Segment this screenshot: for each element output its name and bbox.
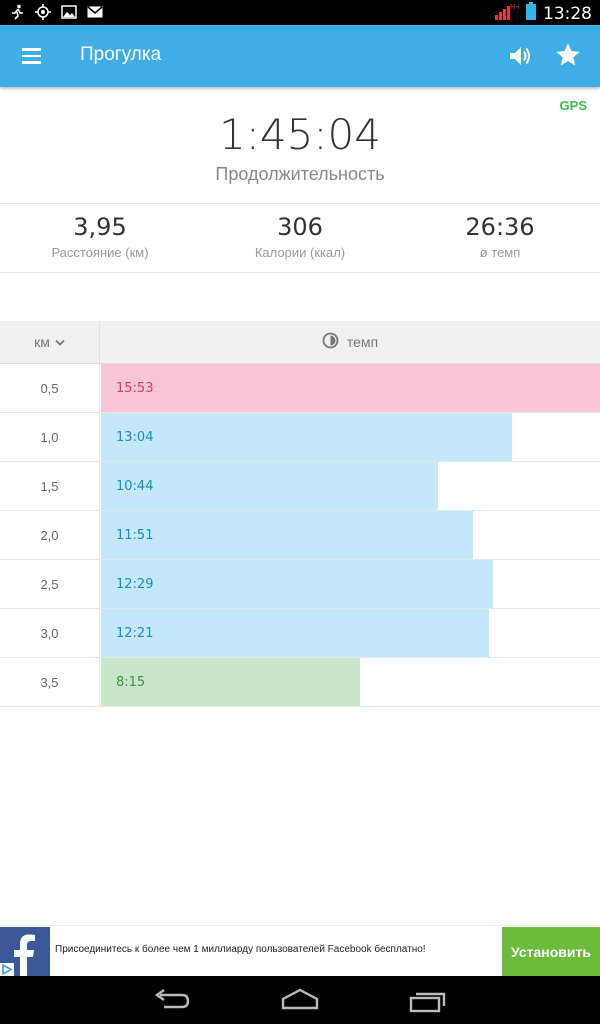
install-button[interactable]: Установить xyxy=(502,927,600,977)
split-pace: 12:21 xyxy=(116,625,154,641)
stat-label: ø темп xyxy=(479,245,521,260)
ad-banner[interactable]: Присоединитесь к более чем 1 миллиарду п… xyxy=(0,925,600,977)
volume-icon[interactable] xyxy=(506,42,534,70)
pace-clock-icon xyxy=(322,332,339,352)
km-column-header[interactable]: км xyxy=(0,321,100,363)
table-row: 0,5 15:53 xyxy=(0,364,600,413)
stat-label: Калории (ккал) xyxy=(254,245,346,260)
duration-label: Продолжительность xyxy=(215,164,385,184)
table-row: 1,0 13:04 xyxy=(0,413,600,462)
table-row: 2,5 12:29 xyxy=(0,560,600,609)
split-pace: 15:53 xyxy=(116,380,154,396)
split-km: 1,5 xyxy=(0,462,100,510)
stat-calories: 306 Калории (ккал) xyxy=(200,213,400,260)
divider xyxy=(0,272,600,273)
stat-value: 306 xyxy=(277,213,323,241)
gps-indicator: GPS xyxy=(559,98,587,113)
back-icon[interactable] xyxy=(150,986,194,1014)
battery-icon xyxy=(525,2,537,25)
split-pace: 8:15 xyxy=(116,674,146,690)
stat-label: Расстояние (км) xyxy=(51,245,149,260)
pace-bar xyxy=(101,413,512,461)
split-pace: 10:44 xyxy=(116,478,154,494)
ad-choices-icon[interactable] xyxy=(0,963,14,976)
page-title: Прогулка xyxy=(80,44,162,65)
split-km: 1,0 xyxy=(0,413,100,461)
menu-icon[interactable] xyxy=(22,43,50,69)
ad-text: Присоединитесь к более чем 1 миллиарду п… xyxy=(55,944,426,955)
home-icon[interactable] xyxy=(278,986,322,1014)
chevron-down-icon xyxy=(55,334,65,350)
navigation-bar xyxy=(0,976,600,1024)
splits-table-header: км темп xyxy=(0,321,600,364)
stat-avg-pace: 26:36 ø темп xyxy=(400,213,600,260)
stat-distance: 3,95 Расстояние (км) xyxy=(0,213,200,260)
split-km: 0,5 xyxy=(0,364,100,412)
stat-value: 26:36 xyxy=(465,213,535,241)
running-icon xyxy=(8,3,26,21)
pace-column-header: темп xyxy=(100,321,600,363)
split-km: 2,0 xyxy=(0,511,100,559)
stat-value: 3,95 xyxy=(73,213,127,241)
status-bar: H+ 13:28 xyxy=(0,0,600,25)
signal-icon: H+ xyxy=(495,2,521,25)
gmail-icon xyxy=(86,3,104,21)
table-row: 3,0 12:21 xyxy=(0,609,600,658)
system-icons: H+ 13:28 xyxy=(495,2,592,25)
divider xyxy=(0,203,600,204)
pace-bar xyxy=(101,364,600,412)
pace-bar xyxy=(101,560,493,608)
table-row: 2,0 11:51 xyxy=(0,511,600,560)
notification-icons xyxy=(8,3,104,21)
recent-apps-icon[interactable] xyxy=(406,986,450,1014)
pace-bar xyxy=(101,609,489,657)
pace-header-label: темп xyxy=(346,334,379,350)
km-header-label: км xyxy=(34,334,50,350)
split-km: 3,5 xyxy=(0,658,100,706)
pace-bar xyxy=(101,511,473,559)
split-pace: 13:04 xyxy=(116,429,154,445)
pace-bar xyxy=(101,462,438,510)
app-bar: Прогулка xyxy=(0,25,600,87)
table-row: 1,5 10:44 xyxy=(0,462,600,511)
table-row: 3,5 8:15 xyxy=(0,658,600,707)
split-km: 3,0 xyxy=(0,609,100,657)
gps-icon xyxy=(34,3,52,21)
clock: 13:28 xyxy=(543,3,592,24)
split-pace: 12:29 xyxy=(116,576,154,592)
image-icon xyxy=(60,3,78,21)
star-icon[interactable] xyxy=(554,41,582,69)
pace-bar xyxy=(101,658,360,706)
split-km: 2,5 xyxy=(0,560,100,608)
split-pace: 11:51 xyxy=(116,527,154,543)
svg-text:H+: H+ xyxy=(510,3,519,11)
duration-value: 1:45:04 xyxy=(219,110,381,159)
